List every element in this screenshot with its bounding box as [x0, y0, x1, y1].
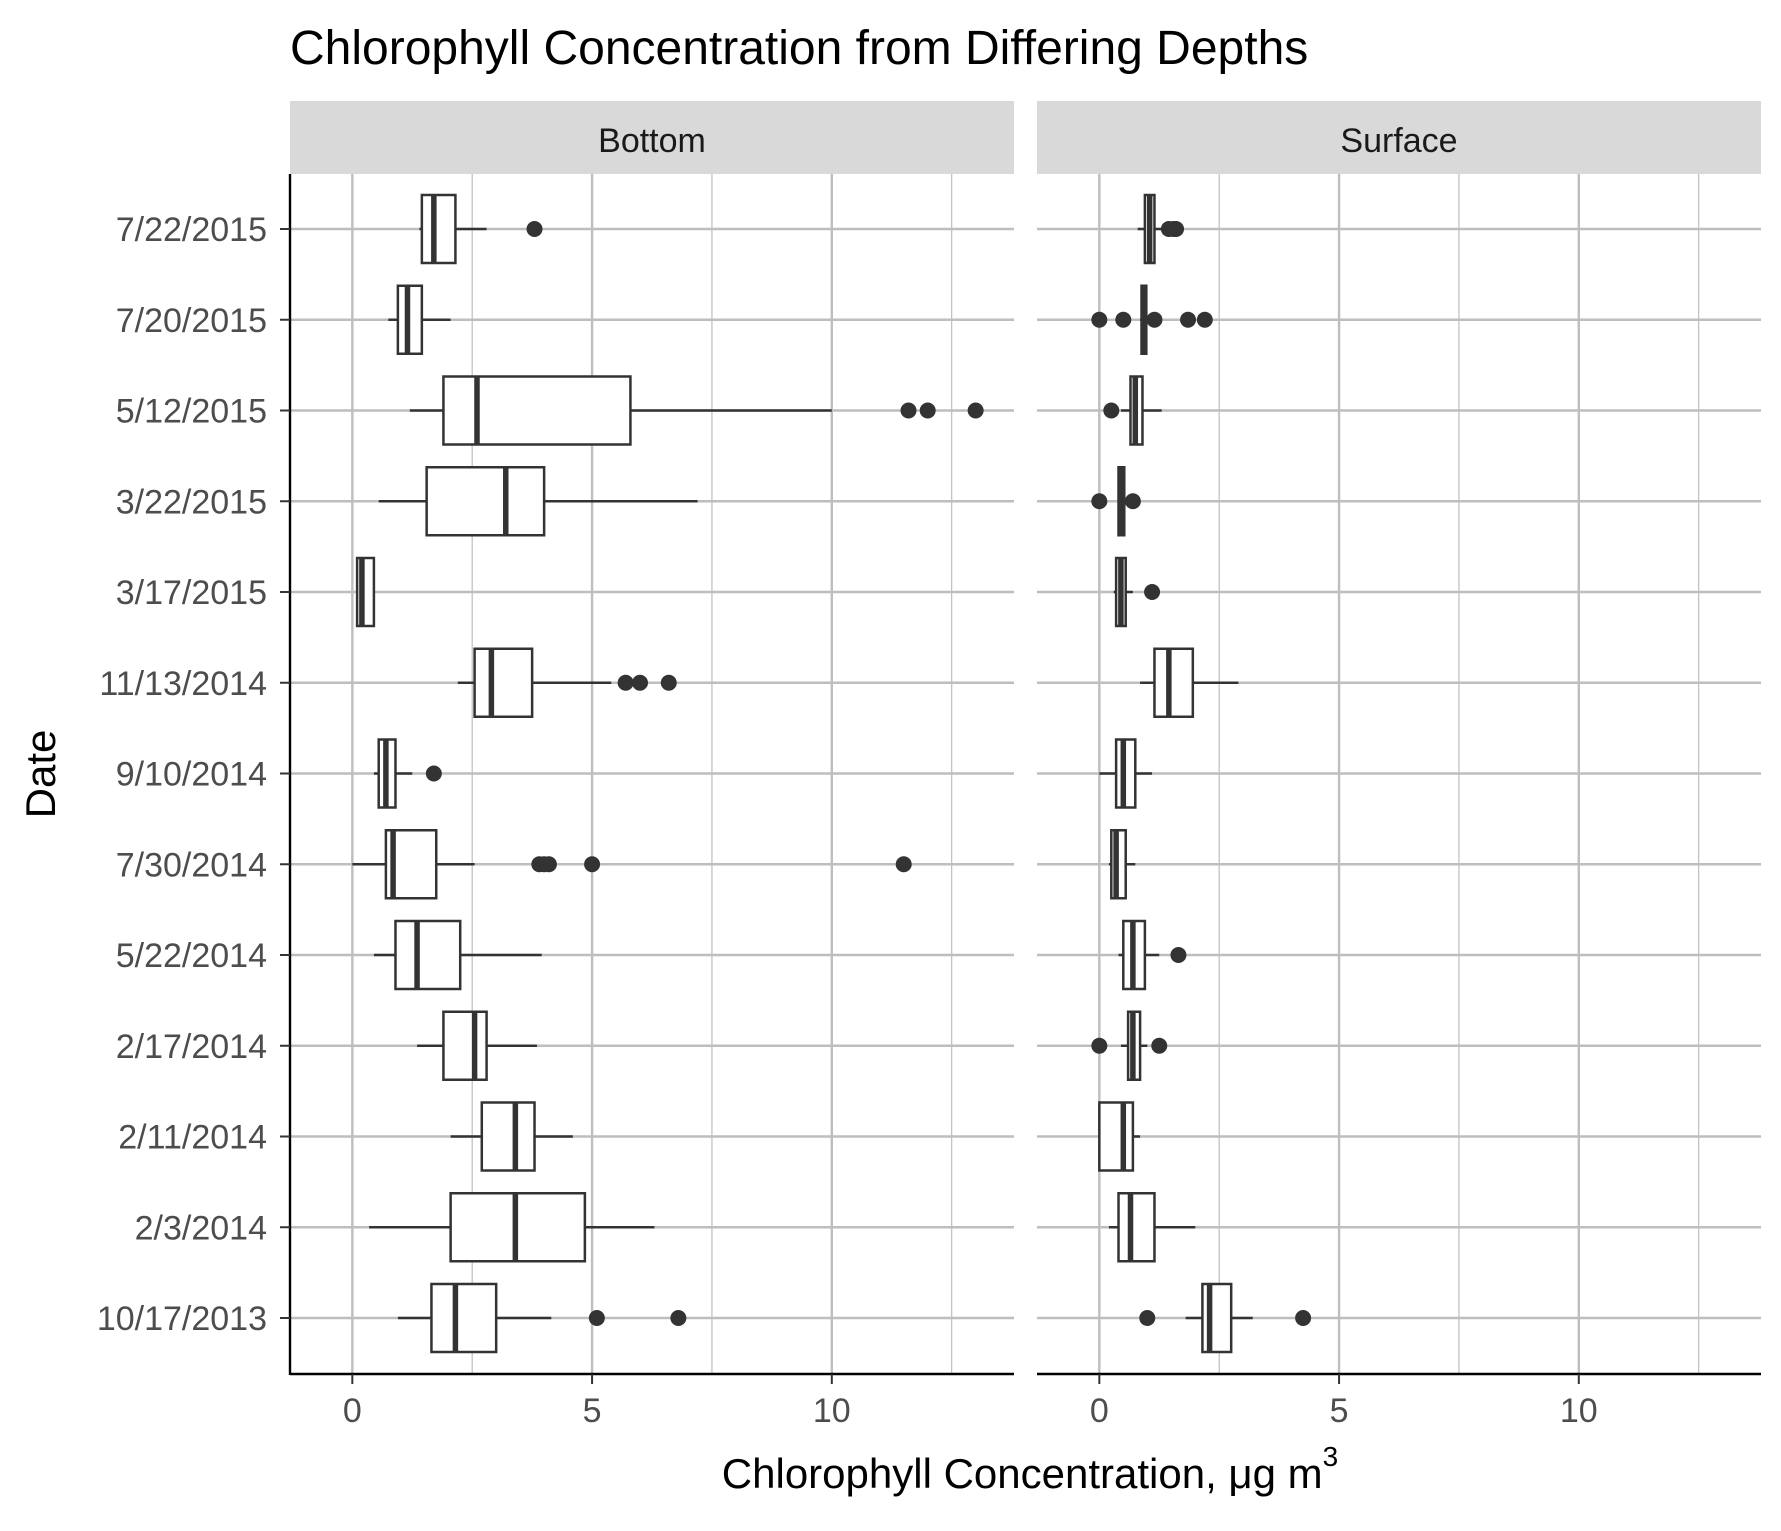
y-tick-label: 7/22/2015	[116, 211, 267, 249]
box-iqr	[442, 1010, 488, 1081]
y-tick-label: 3/22/2015	[116, 483, 267, 521]
box-surface	[1137, 193, 1185, 265]
box-surface	[1113, 556, 1161, 628]
y-tick-label: 11/13/2014	[99, 665, 267, 703]
outlier-point	[1151, 1037, 1168, 1054]
y-tick-label: 7/20/2015	[116, 302, 267, 340]
box-bottom	[373, 919, 542, 991]
outlier-point	[895, 856, 912, 873]
box-surface	[1103, 375, 1162, 446]
x-tick-label: 5	[583, 1392, 602, 1430]
box-iqr	[425, 466, 546, 537]
y-tick-label: 10/17/2013	[97, 1300, 267, 1338]
x-tick-label: 0	[1090, 1392, 1109, 1430]
box-bottom	[397, 1282, 687, 1354]
outlier-point	[617, 674, 634, 691]
outlier-point	[1146, 311, 1163, 328]
facet-panel-surface: Surface 0 5 10	[1037, 101, 1761, 1430]
box-surface	[1091, 284, 1213, 355]
box-surface	[1098, 1101, 1141, 1172]
y-tick-label: 5/22/2014	[116, 937, 267, 975]
box-iqr	[430, 1282, 498, 1354]
box-iqr	[480, 1101, 536, 1172]
outlier-point	[1170, 947, 1187, 963]
y-tick-label: 7/30/2014	[116, 846, 267, 884]
outlier-point	[632, 674, 649, 691]
box-iqr	[1098, 1101, 1135, 1172]
box-surface	[1108, 829, 1136, 900]
y-tick-labels: 7/22/2015 7/20/2015 5/12/2015 3/22/2015 3/17…	[97, 211, 290, 1338]
y-tick-label: 3/17/2015	[116, 574, 267, 612]
y-tick-label: 2/3/2014	[135, 1209, 267, 1247]
box-surface	[1108, 1192, 1196, 1263]
x-axis-title: Chlorophyll Concentration, μg m3	[722, 1441, 1338, 1497]
box-bottom	[355, 556, 376, 628]
box-bottom	[417, 1010, 537, 1081]
facet-strip	[290, 101, 1014, 174]
outlier-point	[1091, 311, 1108, 328]
box-iqr	[1201, 1282, 1233, 1354]
outlier-point	[670, 1310, 687, 1326]
box-bottom	[450, 1101, 573, 1172]
outlier-point	[919, 402, 936, 419]
outlier-point	[1103, 402, 1120, 419]
box-surface	[1091, 1010, 1168, 1081]
box-bottom	[373, 738, 442, 809]
box-surface	[1091, 466, 1141, 537]
facet-panel-bottom: Bottom 0 5 10	[290, 101, 1014, 1430]
outlier-point	[1196, 311, 1213, 328]
x-tick-label: 0	[343, 1392, 362, 1430]
box-iqr	[394, 919, 462, 991]
box-surface	[1099, 738, 1153, 809]
box-bottom	[352, 829, 912, 900]
facet-strip-label: Bottom	[598, 122, 706, 160]
y-tick-label: 2/17/2014	[116, 1028, 267, 1066]
outlier-point	[526, 221, 543, 237]
box-iqr	[473, 647, 534, 718]
x-axis-title-superscript: 3	[1323, 1441, 1339, 1472]
outlier-point	[967, 402, 984, 419]
box-bottom	[369, 1192, 655, 1263]
outlier-point	[1168, 221, 1185, 237]
outlier-point	[1139, 1310, 1156, 1326]
y-tick-label: 9/10/2014	[116, 756, 267, 794]
box-bottom	[409, 375, 984, 446]
outlier-point	[1091, 493, 1108, 510]
outlier-point	[1295, 1310, 1312, 1326]
outlier-point	[1144, 584, 1161, 600]
box-bottom	[388, 284, 451, 355]
box-iqr	[420, 193, 457, 265]
x-axis-title-main: Chlorophyll Concentration, μg m	[722, 1450, 1323, 1497]
box-surface	[1140, 647, 1239, 718]
outlier-point	[584, 856, 601, 873]
facets-layer: Bottom 0 5 10 Surface 0 5 10	[288, 101, 1761, 1430]
x-tick-label: 5	[1330, 1392, 1349, 1430]
box-iqr	[1153, 647, 1195, 718]
outlier-point	[1115, 311, 1132, 328]
y-axis-title: Date	[17, 730, 64, 819]
box-iqr	[442, 375, 632, 446]
box-iqr	[1117, 1192, 1156, 1263]
y-tick-label: 2/11/2014	[118, 1119, 267, 1157]
facet-strip	[1037, 101, 1761, 174]
chart-title: Chlorophyll Concentration from Differing…	[290, 22, 1308, 75]
box-bottom	[457, 647, 677, 718]
box-surface	[1118, 919, 1187, 991]
outlier-point	[1124, 493, 1141, 510]
facet-strip-label: Surface	[1340, 122, 1457, 160]
outlier-point	[1180, 311, 1197, 328]
outlier-point	[588, 1310, 605, 1326]
box-surface	[1139, 1282, 1312, 1354]
outlier-point	[900, 402, 917, 419]
outlier-point	[660, 674, 677, 691]
x-tick-label: 10	[1560, 1392, 1598, 1430]
outlier-point	[540, 856, 557, 873]
box-bottom	[419, 193, 543, 265]
outlier-point	[1091, 1037, 1108, 1054]
outlier-point	[425, 765, 442, 782]
y-tick-label: 5/12/2015	[116, 393, 267, 431]
x-tick-label: 10	[813, 1392, 851, 1430]
box-bottom	[378, 466, 698, 537]
